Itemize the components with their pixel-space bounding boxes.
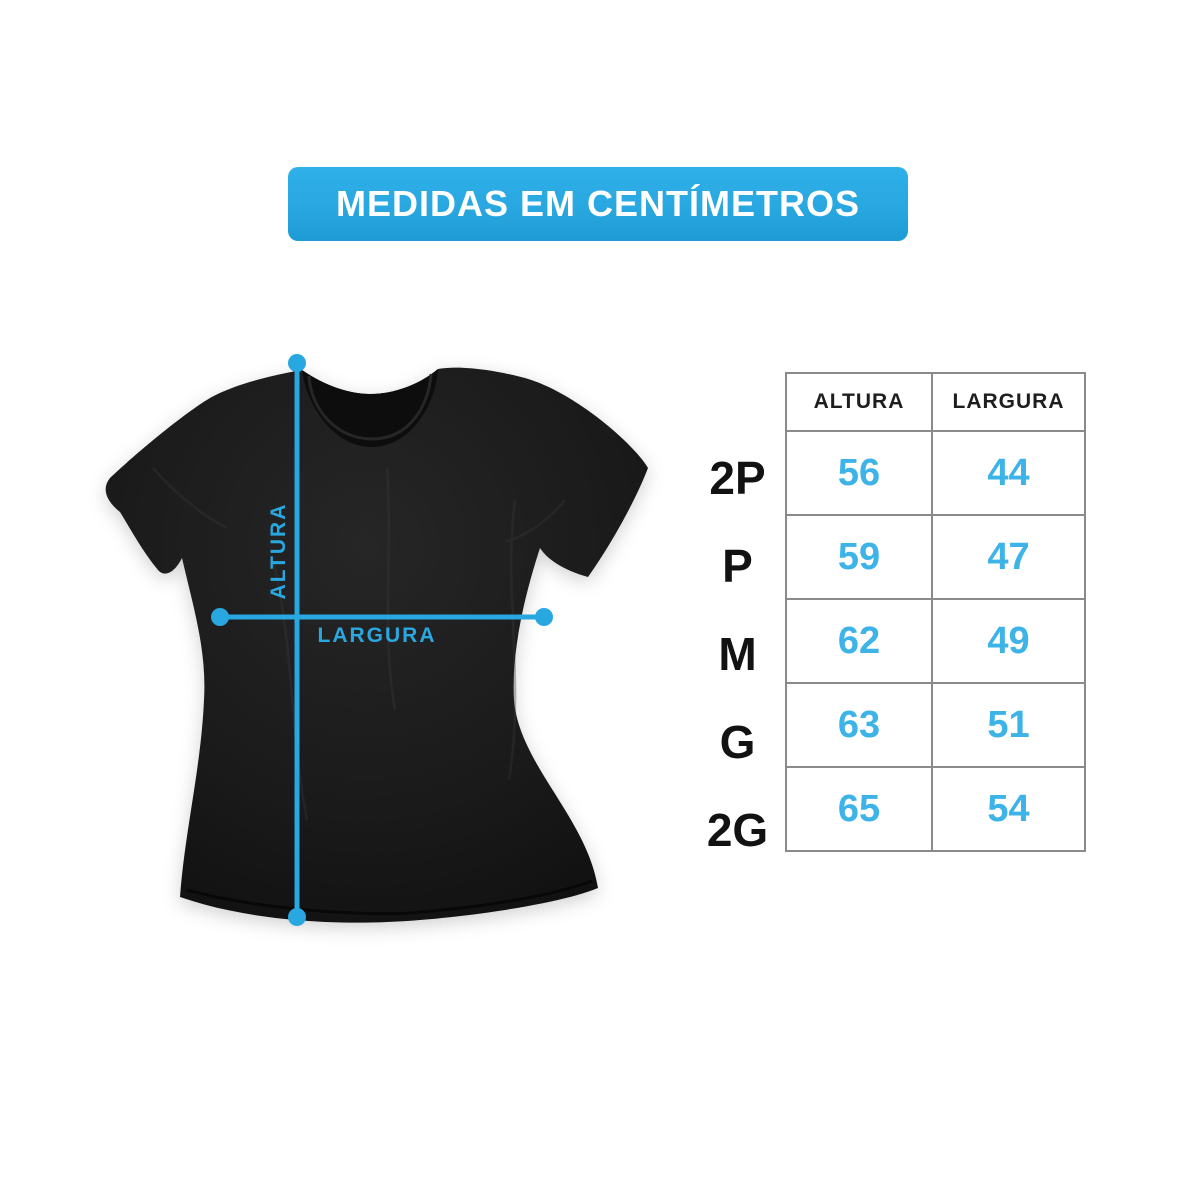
cell-m-altura: 62 — [785, 598, 933, 684]
fabric-folds — [152, 467, 566, 821]
size-label-p: P — [722, 540, 753, 592]
table-row: 63 51 — [785, 682, 1086, 768]
title-banner: MEDIDAS EM CENTÍMETROS — [288, 167, 908, 241]
cell-g-largura: 51 — [931, 682, 1086, 768]
table-row: 62 49 — [785, 598, 1086, 684]
column-header-largura: LARGURA — [931, 372, 1086, 432]
cell-2g-altura: 65 — [785, 766, 933, 852]
size-label-2g: 2G — [706, 804, 769, 856]
measurements-table: ALTURA LARGURA 56 44 59 47 62 49 6 — [785, 372, 1086, 852]
cell-m-largura: 49 — [931, 598, 1086, 684]
size-label-m: M — [718, 628, 757, 680]
height-axis-label: ALTURA — [267, 502, 290, 600]
table-header-row: ALTURA LARGURA — [785, 372, 1086, 432]
cell-2p-altura: 56 — [785, 430, 933, 516]
header-spacer — [690, 372, 785, 434]
title-text: MEDIDAS EM CENTÍMETROS — [335, 183, 860, 224]
cell-p-largura: 47 — [931, 514, 1086, 600]
neckline-seam — [307, 373, 433, 441]
cell-2g-largura: 54 — [931, 766, 1086, 852]
size-row-labels: 2P P M G 2G — [690, 372, 785, 874]
column-header-altura: ALTURA — [785, 372, 933, 432]
hem-stitch — [186, 879, 593, 916]
cell-2p-largura: 44 — [931, 430, 1086, 516]
table-row: 56 44 — [785, 430, 1086, 516]
cell-g-altura: 63 — [785, 682, 933, 768]
size-label-2p: 2P — [709, 452, 766, 504]
cell-p-altura: 59 — [785, 514, 933, 600]
table-row: 65 54 — [785, 766, 1086, 852]
size-table: 2P P M G 2G ALTURA LARGURA 56 44 59 47 — [690, 372, 1086, 874]
width-axis-label: LARGURA — [317, 624, 437, 647]
tshirt-photo — [105, 367, 649, 923]
size-label-g: G — [719, 716, 756, 768]
table-row: 59 47 — [785, 514, 1086, 600]
tshirt-body — [105, 367, 649, 923]
